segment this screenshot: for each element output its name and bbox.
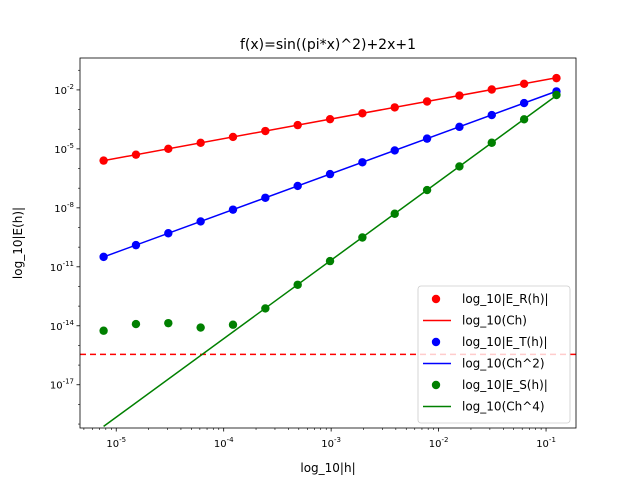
data-point [293, 181, 302, 191]
data-point [487, 110, 496, 120]
x-tick-label: 10-2 [429, 436, 449, 450]
data-point [390, 146, 399, 155]
data-point [455, 91, 464, 100]
data-point [552, 73, 561, 83]
data-point [99, 326, 108, 335]
plot-clip-group [80, 73, 576, 428]
y-tick-label: 10-8 [54, 201, 74, 215]
legend-marker [431, 380, 441, 390]
data-point [164, 318, 173, 328]
series-markers-0 [99, 73, 561, 165]
x-tick-label: 10-4 [214, 436, 234, 450]
data-point [164, 144, 173, 153]
y-tick-label: 10-11 [50, 260, 74, 274]
legend-label: log_10|E_R(h)| [462, 292, 549, 306]
legend-label: log_10(Ch^4) [462, 400, 545, 414]
data-point [519, 115, 529, 124]
x-tick-label: 10-1 [536, 436, 556, 450]
data-point [487, 138, 496, 147]
data-point [131, 150, 141, 159]
legend-label: log_10|E_S(h)| [462, 378, 548, 392]
legend-label: log_10(Ch) [462, 314, 527, 328]
data-point [228, 132, 238, 142]
data-point [228, 205, 238, 214]
data-point [196, 323, 205, 332]
data-point [390, 209, 399, 218]
x-axis-label: log_10|h| [300, 461, 355, 475]
data-point [99, 156, 108, 165]
y-tick-label: 10-14 [50, 319, 75, 333]
data-point [293, 120, 302, 130]
x-tick-label: 10-3 [321, 436, 341, 450]
y-tick-label: 10-17 [50, 378, 74, 392]
data-point [422, 134, 432, 143]
y-axis-label: log_10|E(h)| [11, 207, 25, 279]
data-point [552, 90, 561, 100]
data-point [358, 233, 367, 242]
data-point [261, 126, 270, 136]
data-point [487, 85, 496, 94]
data-point [325, 169, 335, 179]
data-point [358, 158, 367, 167]
data-point [519, 79, 529, 89]
plot-area [80, 73, 576, 428]
legend-label: log_10(Ch^2) [462, 357, 545, 371]
data-point [99, 252, 108, 262]
axes-frame [79, 57, 577, 429]
data-point [519, 98, 529, 108]
data-point [455, 162, 464, 171]
series-markers-4 [99, 90, 561, 335]
data-point [261, 193, 270, 202]
data-point [325, 256, 335, 266]
data-point [455, 122, 464, 132]
data-point [228, 320, 238, 329]
y-tick-label: 10-5 [54, 142, 74, 156]
legend-box [417, 285, 571, 424]
data-point [261, 304, 270, 313]
y-tick-label: 10-2 [54, 83, 74, 97]
series-markers-2 [99, 87, 561, 262]
chart-title: f(x)=sin((pi*x)^2)+2x+1 [240, 37, 416, 53]
data-point [358, 109, 367, 118]
data-point [131, 240, 141, 250]
data-point [390, 103, 399, 112]
data-point [196, 217, 205, 226]
data-point [422, 185, 432, 195]
data-point [293, 280, 302, 289]
legend-marker [431, 294, 441, 304]
ticks-layer: 10-5 10-4 10-3 10-2 10-1 10-17 10-14 10-11 10-8 1… [50, 69, 556, 450]
data-point [325, 114, 335, 124]
legend-marker [431, 337, 441, 347]
data-point [196, 138, 205, 148]
data-point [164, 229, 173, 238]
x-tick-label: 10-5 [106, 436, 126, 450]
data-point [422, 97, 432, 106]
legend: log_10|E_R(h)| log_10(Ch) log_10|E_T(h)|lo… [417, 285, 571, 424]
data-point [131, 319, 141, 329]
legend-label: log_10|E_T(h)| [462, 335, 548, 349]
